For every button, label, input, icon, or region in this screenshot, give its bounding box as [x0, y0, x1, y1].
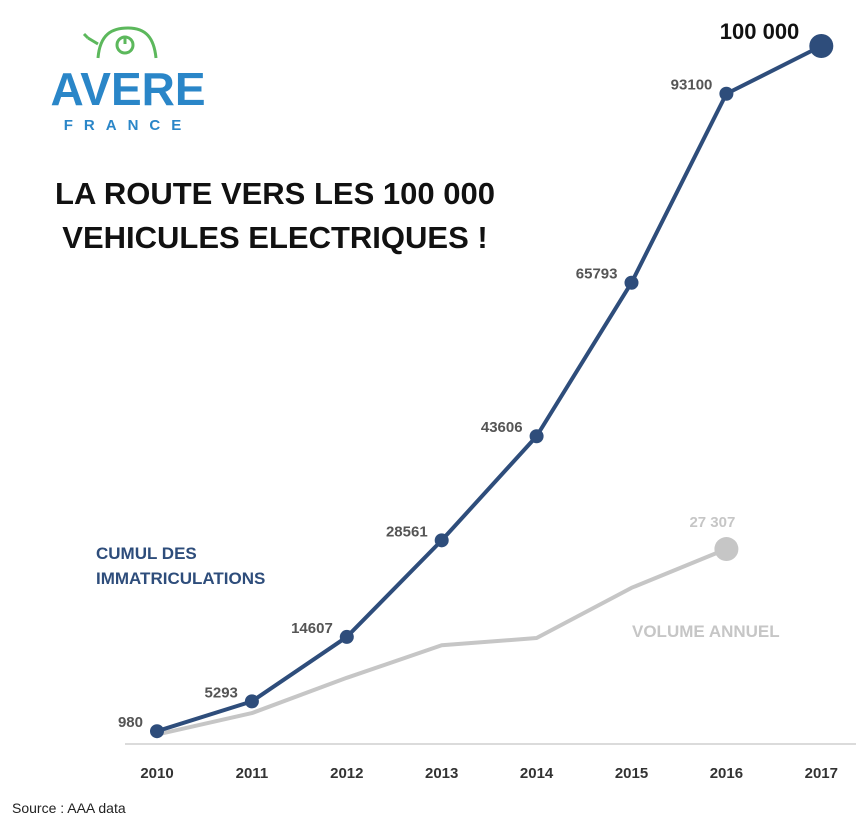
x-tick-label: 2010 — [140, 765, 173, 782]
data-label: 43606 — [481, 419, 523, 436]
series-label: VOLUME ANNUEL — [632, 622, 780, 641]
series-line — [156, 547, 728, 737]
marker — [150, 724, 164, 739]
marker — [809, 34, 834, 58]
logo-icon — [82, 26, 158, 59]
marker — [244, 694, 259, 709]
chart-title: LA ROUTE VERS LES 100 000 VEHICULES ELEC… — [55, 176, 495, 255]
marker — [719, 86, 734, 101]
x-tick-label: 2014 — [520, 765, 554, 782]
data-label: 93100 — [671, 77, 713, 94]
x-tick-label: 2011 — [236, 765, 269, 782]
x-tick-label: 2012 — [330, 765, 363, 782]
x-tick-label: 2013 — [425, 765, 458, 782]
data-label: 27 307 — [689, 514, 735, 531]
marker — [624, 275, 639, 290]
data-label: 980 — [118, 714, 143, 731]
series-label: CUMUL DES IMMATRICULATIONS — [96, 544, 266, 588]
data-label: 14607 — [291, 620, 333, 637]
marker — [714, 537, 739, 562]
logo-country: FRANCE — [64, 117, 193, 134]
data-label: 100 000 — [720, 19, 800, 44]
logo-name: AVERE — [50, 63, 205, 115]
x-tick-label: 2016 — [710, 765, 743, 782]
series-line — [156, 44, 823, 734]
data-label: 28561 — [386, 523, 428, 540]
data-label: 5293 — [205, 684, 238, 701]
marker — [339, 629, 354, 644]
x-tick-label: 2015 — [615, 765, 648, 782]
marker — [529, 429, 544, 444]
source: Source : AAA data — [12, 800, 126, 816]
data-label: 65793 — [576, 266, 618, 283]
x-tick-label: 2017 — [805, 765, 838, 782]
marker — [434, 533, 449, 548]
